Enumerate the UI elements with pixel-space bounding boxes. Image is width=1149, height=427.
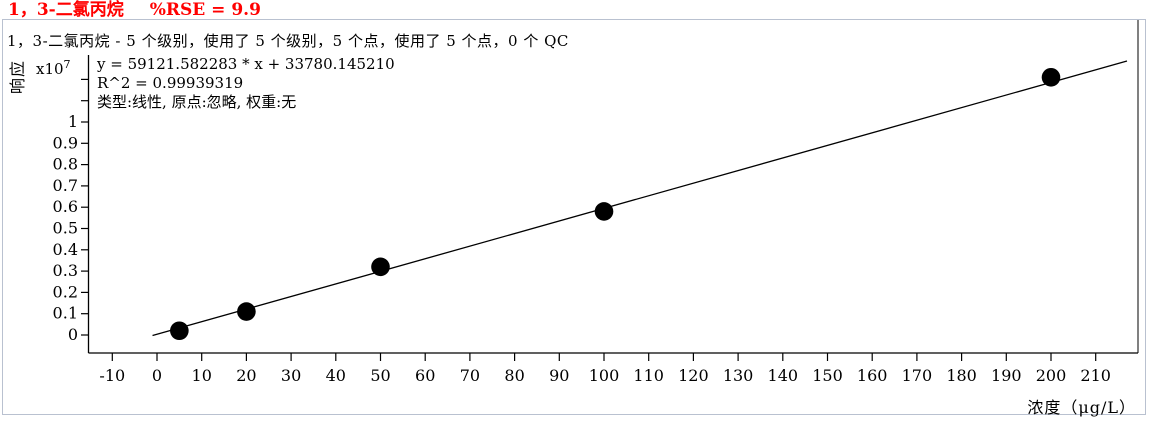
x-tick-label: 170	[902, 366, 933, 385]
x-tick-label: 50	[370, 366, 390, 385]
y-tick-label: 0.5	[53, 219, 78, 238]
y-tick-label: 0.4	[53, 240, 78, 259]
y-tick-label: 0.2	[53, 282, 78, 301]
calibration-point[interactable]	[237, 302, 256, 321]
fit-r2: R^2 = 0.99939319	[97, 74, 244, 92]
x-tick-label: 40	[326, 366, 346, 385]
x-tick-label: 70	[460, 366, 480, 385]
fit-stats-block: y = 59121.582283 * x + 33780.145210 R^2 …	[97, 55, 395, 112]
y-tick-label: 0.7	[53, 176, 78, 195]
x-tick-label: 120	[678, 366, 709, 385]
chart-title-row: 1，3-二氯丙烷 %RSE = 9.9	[8, 1, 261, 19]
calibration-point[interactable]	[1041, 67, 1061, 87]
y-tick-label: 0.6	[53, 197, 78, 216]
x-tick-label: 110	[633, 366, 664, 385]
x-tick-label: 0	[152, 366, 162, 385]
x-tick-label: 60	[415, 366, 435, 385]
calibration-point[interactable]	[170, 321, 189, 341]
y-tick-label: 0.1	[53, 304, 78, 323]
x-tick-label: 100	[589, 366, 620, 385]
fit-model-line: 类型:线性, 原点:忽略, 权重:无	[97, 93, 297, 111]
calibration-point[interactable]	[371, 257, 390, 277]
x-tick-label: -10	[99, 366, 125, 385]
y-tick-label: 0.8	[53, 155, 78, 174]
x-axis-title: 浓度（μg/L）	[1027, 398, 1136, 417]
x-tick-label: 210	[1080, 366, 1111, 385]
x-tick-label: 140	[768, 366, 799, 385]
x-tick-label: 190	[991, 366, 1022, 385]
x-tick-label: 80	[504, 366, 524, 385]
fit-equation: y = 59121.582283 * x + 33780.145210	[97, 55, 395, 73]
y-tick-label: 1	[68, 112, 78, 131]
y-tick-label: 0	[68, 325, 78, 344]
y-axis-scale-label: x107	[36, 58, 71, 78]
compound-title: 1，3-二氯丙烷	[8, 0, 124, 20]
x-tick-label: 180	[946, 366, 977, 385]
x-tick-label: 130	[723, 366, 754, 385]
regression-line	[152, 60, 1128, 337]
y-tick-label: 0.9	[53, 133, 78, 152]
x-tick-label: 150	[812, 366, 843, 385]
calibration-info-line: 1，3-二氯丙烷 - 5 个级别，使用了 5 个级别，5 个点，使用了 5 个点…	[7, 32, 569, 50]
x-tick-label: 200	[1036, 366, 1067, 385]
x-tick-label: 90	[549, 366, 569, 385]
x-tick-label: 10	[192, 366, 212, 385]
x-tick-label: 160	[857, 366, 888, 385]
calibration-point[interactable]	[594, 202, 614, 221]
x-tick-label: 20	[236, 366, 256, 385]
x-tick-label: 30	[281, 366, 301, 385]
rse-value: %RSE = 9.9	[149, 0, 261, 20]
y-tick-label: 0.3	[53, 261, 78, 280]
